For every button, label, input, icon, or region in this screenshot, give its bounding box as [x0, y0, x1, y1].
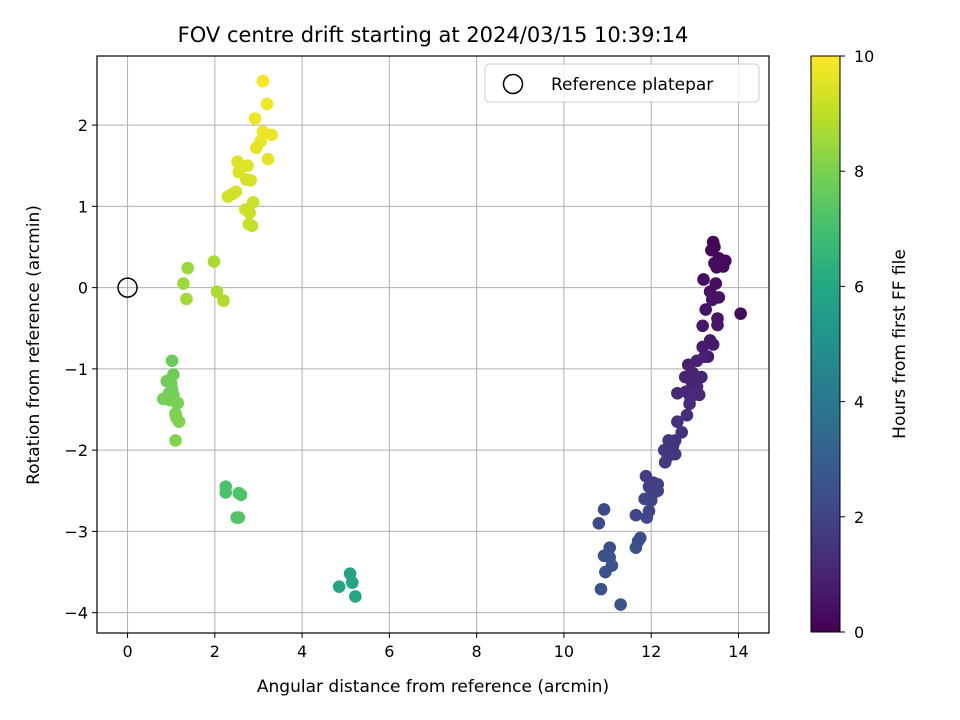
data-point-9 [697, 273, 710, 286]
data-point-74 [219, 486, 233, 499]
data-point-35 [683, 397, 696, 411]
colorbar-title: Hours from first FF file [890, 249, 910, 439]
data-point-96 [180, 292, 193, 306]
x-axis-title: Angular distance from reference (arcmin) [257, 677, 609, 697]
data-point-56 [640, 511, 654, 524]
data-point-100 [256, 74, 270, 88]
colorbar-tick-label-3: 6 [854, 277, 864, 296]
data-point-106 [249, 141, 263, 155]
y-tick-label-3: −1 [64, 360, 88, 379]
data-point-15 [699, 303, 713, 316]
colorbar-ticks: 0 2 4 6 8 10 [840, 47, 874, 642]
data-point-11 [734, 307, 747, 320]
data-point-97 [207, 255, 221, 268]
y-tick-label-4: 0 [78, 279, 88, 298]
y-tick-label-1: −3 [64, 522, 88, 541]
colorbar: 0 2 4 6 8 10 Hours from first FF file [810, 47, 910, 642]
data-point-57 [597, 503, 611, 516]
data-point-67 [594, 582, 608, 596]
data-point-76 [234, 488, 248, 502]
data-point-61 [629, 541, 643, 554]
data-point-66 [599, 565, 612, 579]
x-tick-label-0: 0 [122, 642, 132, 661]
data-point-8 [708, 256, 721, 270]
data-point-101 [260, 97, 274, 111]
y-tick-label-6: 2 [78, 116, 88, 135]
data-point-55 [629, 508, 643, 522]
data-point-89 [171, 396, 185, 410]
x-tick-label-5: 10 [554, 642, 574, 661]
data-point-20 [706, 338, 720, 351]
data-point-18 [696, 319, 709, 333]
reference-platepar-marker [117, 277, 138, 298]
legend-box [484, 63, 760, 103]
data-point-94 [181, 261, 195, 275]
data-point-95 [177, 277, 190, 290]
data-point-17 [711, 318, 724, 332]
data-points [157, 74, 747, 611]
data-point-78 [232, 511, 246, 524]
data-point-98 [210, 285, 224, 298]
data-point-2 [705, 243, 718, 257]
data-point-102 [248, 112, 262, 125]
data-point-58 [592, 516, 606, 530]
colorbar-tick-label-5: 10 [854, 47, 874, 66]
data-point-93 [169, 434, 182, 447]
legend-marker-icon [502, 73, 524, 95]
colorbar-tick-label-1: 2 [854, 508, 864, 527]
plot-area-background [97, 56, 769, 633]
colorbar-tick-label-2: 4 [854, 393, 864, 412]
x-tick-label-1: 2 [210, 642, 220, 661]
data-point-71 [345, 576, 359, 589]
data-point-79 [165, 354, 179, 368]
y-tick-label-5: 1 [78, 197, 88, 216]
y-axis-ticks: −4 −3 −2 −1 0 1 2 [64, 116, 97, 623]
data-point-14 [712, 291, 726, 304]
data-point-68 [614, 598, 627, 611]
data-point-21 [696, 340, 709, 354]
x-axis-ticks: 0 2 4 6 8 10 12 14 [122, 633, 749, 661]
y-axis-title: Rotation from reference (arcmin) [24, 205, 44, 485]
data-point-45 [658, 456, 672, 469]
data-point-53 [644, 494, 658, 507]
data-point-72 [349, 590, 362, 603]
data-point-92 [172, 415, 186, 429]
data-point-107 [261, 152, 275, 166]
y-tick-label-2: −2 [64, 441, 88, 460]
data-point-119 [243, 206, 257, 220]
data-point-116 [221, 190, 235, 203]
data-point-27 [695, 370, 708, 384]
x-tick-label-4: 8 [472, 642, 482, 661]
legend-entry-reference-platepar: Reference platepar [551, 75, 713, 95]
colorbar-gradient [810, 55, 841, 633]
data-point-113 [244, 174, 257, 187]
x-tick-label-7: 14 [728, 642, 748, 661]
plot-area-frame [96, 55, 770, 634]
x-tick-label-6: 12 [641, 642, 661, 661]
x-tick-label-2: 4 [297, 642, 307, 661]
legend: Reference platepar [484, 63, 760, 103]
colorbar-tick-label-4: 8 [854, 162, 864, 181]
x-tick-label-3: 6 [384, 642, 394, 661]
data-point-99 [217, 294, 230, 307]
data-point-121 [245, 219, 259, 233]
y-tick-label-0: −4 [64, 604, 88, 623]
data-point-37 [671, 415, 684, 429]
data-point-70 [332, 580, 346, 593]
data-point-36 [680, 408, 694, 422]
chart-title: FOV centre drift starting at 2024/03/15 … [178, 23, 689, 47]
data-point-104 [265, 128, 278, 142]
grid [97, 56, 769, 633]
colorbar-tick-label-0: 0 [854, 623, 864, 642]
